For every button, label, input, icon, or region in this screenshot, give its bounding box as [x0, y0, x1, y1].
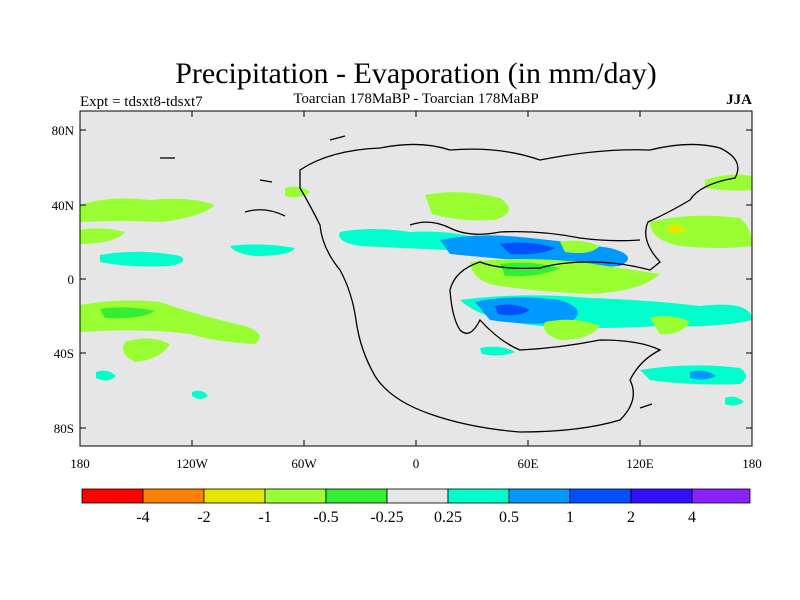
map-title: Precipitation - Evaporation (in mm/day) — [175, 57, 657, 90]
contour-blue-south-2 — [690, 370, 716, 380]
y-tick-label: 0 — [68, 272, 75, 287]
colorbar-box-5 — [386, 488, 449, 504]
contour-cyan-npac — [100, 251, 184, 267]
coastline-island-4 — [329, 135, 346, 141]
colorbar-label: 1 — [566, 509, 574, 526]
coastlines — [160, 135, 739, 433]
colorbar-box-0 — [81, 488, 144, 504]
map-panel: 80N 40N 0 40S 80S 180 120W 60W 0 60E 120… — [52, 110, 762, 471]
coastline-island-1 — [244, 209, 286, 217]
contour-cyan-south-4 — [725, 396, 744, 406]
contour-fields — [80, 174, 752, 406]
contour-cyan-tethys — [339, 229, 473, 250]
colorbar-label: 0.25 — [434, 509, 462, 526]
colorbar-label: -1 — [258, 509, 271, 526]
colorbar-box-2 — [203, 488, 266, 504]
season-label: JJA — [726, 92, 752, 108]
contour-green-npac — [80, 198, 215, 222]
contour-green-south-2 — [650, 315, 690, 335]
colorbar-box-9 — [630, 488, 693, 504]
contour-cyan-npac-2 — [230, 244, 295, 256]
contour-cyan-spac — [96, 370, 116, 381]
contour-green-spac-2 — [100, 307, 155, 319]
colorbar-box-7 — [508, 488, 571, 504]
x-tick-label: 120W — [176, 456, 209, 471]
colorbar: -4 -2 -1 -0.5 -0.25 0.25 0.5 1 2 4 — [81, 488, 751, 526]
contour-green-npac-2 — [80, 228, 125, 244]
y-tick-label: 40S — [54, 346, 74, 361]
colorbar-box-1 — [142, 488, 205, 504]
contour-cyan-south-3 — [480, 346, 515, 356]
x-tick-label: 180 — [742, 456, 762, 471]
x-tick-label: 120E — [626, 456, 654, 471]
x-tick-marks — [191, 111, 641, 446]
contour-green-arctic — [705, 174, 752, 191]
contour-green-spac-3 — [122, 338, 170, 362]
colorbar-label: -0.5 — [313, 509, 338, 526]
coastline-island-5 — [639, 403, 653, 409]
contour-darkblue-south — [495, 304, 530, 316]
colorbar-box-4 — [325, 488, 388, 504]
colorbar-label: 0.5 — [499, 509, 519, 526]
contour-green-ne-2 — [560, 240, 600, 254]
contour-darkblue-tethys — [500, 242, 555, 255]
coastline-tethys — [409, 221, 641, 242]
period-label: Toarcian 178MaBP - Toarcian 178MaBP — [293, 91, 538, 107]
colorbar-box-8 — [569, 488, 632, 504]
x-tick-label: 180 — [70, 456, 90, 471]
colorbar-box-10 — [691, 488, 751, 504]
colorbar-box-6 — [447, 488, 510, 504]
x-tick-label: 0 — [413, 456, 420, 471]
colorbar-label: 4 — [688, 509, 696, 526]
y-tick-label: 40N — [52, 198, 75, 213]
contour-green-ne — [650, 215, 752, 248]
colorbar-box-3 — [264, 488, 327, 504]
contour-green-south — [544, 319, 600, 340]
colorbar-label: -2 — [197, 509, 210, 526]
contour-green-tethys — [425, 192, 509, 221]
x-tick-label: 60W — [291, 456, 317, 471]
y-tick-label: 80N — [52, 123, 75, 138]
colorbar-label: -0.25 — [370, 509, 403, 526]
colorbar-label: 2 — [627, 509, 635, 526]
y-tick-label: 80S — [54, 421, 74, 436]
x-tick-label: 60E — [518, 456, 539, 471]
colorbar-label: -4 — [136, 509, 149, 526]
coastline-pangaea — [299, 143, 739, 433]
contour-cyan-spac-2 — [192, 390, 208, 399]
coastline-island-3 — [259, 179, 273, 183]
experiment-label: Expt = tdsxt8-tdsxt7 — [80, 94, 203, 110]
contour-yellow-ne — [668, 224, 686, 234]
y-tick-marks — [80, 129, 752, 429]
